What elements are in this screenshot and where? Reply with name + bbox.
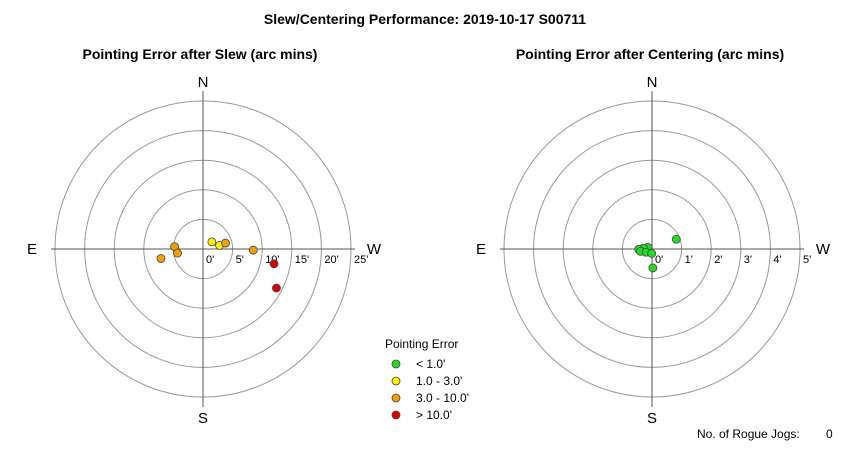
plot-title-slew: Pointing Error after Slew (arc mins) [83, 46, 318, 62]
rogue-jogs: No. of Rogue Jogs: 0 [697, 427, 833, 441]
tick-label: 0' [206, 254, 214, 266]
direction-label-north: N [198, 74, 209, 91]
data-point [647, 249, 657, 258]
tick-label: 4' [773, 254, 781, 266]
legend-marker [391, 393, 401, 403]
polar-plot-centering: Pointing Error after Centering (arc mins… [476, 46, 831, 427]
direction-label-south: S [647, 410, 657, 427]
plot-title-centering: Pointing Error after Centering (arc mins… [516, 46, 784, 62]
legend-marker [391, 359, 401, 369]
legend: Pointing Error < 1.0' 1.0 - 3.0' 3.0 - 10.… [385, 337, 469, 422]
tick-label: 25' [354, 254, 368, 266]
direction-label-south: S [198, 410, 208, 427]
rogue-jogs-value: 0 [826, 427, 833, 441]
tick-label: 2' [714, 254, 722, 266]
legend-label: 1.0 - 3.0' [416, 374, 462, 388]
legend-title: Pointing Error [385, 337, 458, 351]
tick-label: 20' [324, 254, 338, 266]
direction-label-west: W [367, 241, 382, 258]
main-title: Slew/Centering Performance: 2019-10-17 S… [264, 11, 586, 27]
rogue-jogs-label: No. of Rogue Jogs: [697, 427, 800, 441]
data-point [221, 238, 230, 248]
data-point [269, 259, 279, 269]
data-point [173, 248, 182, 258]
data-point [272, 283, 281, 293]
polar-plot-slew: Pointing Error after Slew (arc mins) N S E… [27, 46, 382, 427]
data-point [207, 237, 217, 247]
data-point [248, 245, 258, 255]
legend-label: > 10.0' [416, 408, 452, 422]
direction-label-east: E [476, 241, 486, 258]
data-point [648, 263, 658, 273]
tick-label: 1' [685, 254, 693, 266]
tick-label: 15' [295, 254, 309, 266]
direction-label-north: N [647, 74, 658, 91]
tick-label: 5' [803, 254, 811, 266]
tick-label: 3' [744, 254, 752, 266]
tick-label: 0' [655, 254, 663, 266]
data-point [156, 254, 166, 263]
legend-label: < 1.0' [416, 357, 445, 371]
legend-marker [391, 376, 401, 386]
data-point [671, 234, 681, 244]
direction-label-west: W [816, 241, 831, 258]
tick-label: 5' [236, 254, 244, 266]
direction-label-east: E [27, 241, 37, 258]
legend-marker [391, 410, 401, 420]
legend-label: 3.0 - 10.0' [416, 391, 469, 405]
